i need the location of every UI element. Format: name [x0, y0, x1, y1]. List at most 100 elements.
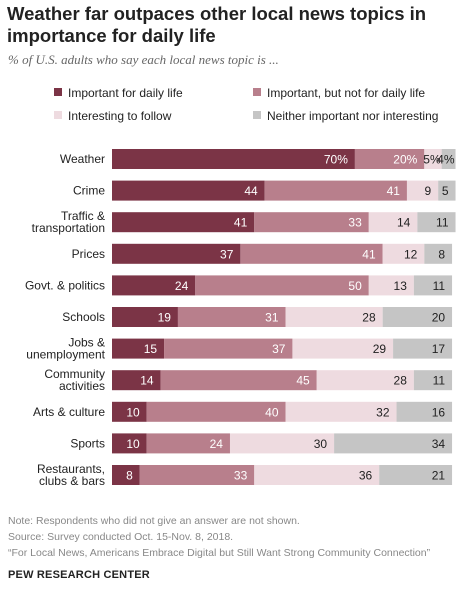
data-label: 14 [140, 374, 154, 388]
data-label: 24 [210, 437, 224, 451]
bar-segment [368, 275, 414, 296]
bar-segment [112, 212, 255, 233]
data-label: 29 [373, 342, 387, 356]
data-label: 70% [324, 153, 348, 167]
legend-swatch [54, 111, 62, 119]
bar-segment [229, 433, 335, 454]
data-label: 11 [433, 279, 446, 293]
data-label: 40 [265, 405, 279, 419]
legend-label: Interesting to follow [68, 109, 172, 123]
bar-segment [417, 212, 456, 233]
legend-swatch [253, 111, 261, 119]
bar-segment [382, 243, 425, 264]
data-label: 21 [432, 469, 446, 483]
category-label: Traffic & transportation [32, 209, 105, 235]
bar-segment [354, 149, 425, 169]
category-label: Restaurants, clubs & bars [37, 462, 105, 488]
footer-report-title: “For Local News, Americans Embrace Digit… [8, 547, 431, 559]
bar-segment [146, 433, 230, 454]
footer-source: Source: Survey conducted Oct. 15-Nov. 8,… [8, 531, 234, 543]
data-label: 37 [220, 247, 234, 261]
data-label: 8 [126, 469, 133, 483]
bar-segment [316, 370, 414, 391]
bar-segment [112, 465, 140, 485]
legend-item-important-daily: Important for daily life [54, 86, 183, 100]
data-label: 15 [144, 342, 158, 356]
category-label: Sports [70, 436, 105, 450]
data-label: 34 [432, 437, 446, 451]
bar-segment [112, 370, 161, 391]
bar-segment [424, 149, 442, 169]
category-label: Arts & culture [33, 405, 105, 419]
bar-segment [112, 180, 265, 201]
bar-segment [368, 212, 418, 233]
data-label: 24 [175, 279, 189, 293]
category-label: Community activities [44, 367, 105, 393]
bar-segment [112, 338, 165, 359]
data-label: 10 [126, 405, 140, 419]
bar-segment [413, 275, 453, 296]
data-label: 17 [432, 342, 446, 356]
bar-segment [112, 401, 147, 422]
legend-item-neither: Neither important nor interesting [253, 109, 438, 123]
bar-segment [264, 180, 407, 201]
data-label: 14 [397, 216, 411, 230]
data-label: 12 [404, 247, 418, 261]
data-label: 50 [348, 279, 362, 293]
bar-segment [396, 401, 453, 422]
legend-swatch [54, 88, 62, 96]
bar-segment [334, 433, 453, 454]
data-label: 28 [394, 374, 408, 388]
data-label: 16 [432, 405, 446, 419]
data-label: 4% [437, 153, 455, 167]
data-label: 13 [394, 279, 408, 293]
data-label: 20 [432, 311, 446, 325]
category-label: Schools [62, 310, 105, 324]
data-label: 44 [244, 184, 258, 198]
data-label: 33 [348, 216, 362, 230]
category-label: Jobs & unemployment [26, 336, 105, 362]
bar-segment [254, 212, 369, 233]
bar-segment [146, 401, 286, 422]
chart-title: Weather far outpaces other local news to… [7, 3, 427, 46]
category-label: Crime [73, 184, 105, 198]
data-label: 10 [126, 437, 140, 451]
bar-segment [112, 433, 147, 454]
data-label: 5 [442, 184, 449, 198]
data-label: 32 [376, 405, 390, 419]
bar-segment [379, 465, 453, 485]
bar-segment [438, 180, 456, 201]
legend-item-interesting: Interesting to follow [54, 109, 171, 123]
legend-swatch [253, 88, 261, 96]
bar-segment [292, 338, 394, 359]
legend-label: Neither important nor interesting [267, 109, 439, 123]
legend-label: Important for daily life [68, 86, 183, 100]
bar-segment [393, 338, 453, 359]
brand-name: PEW RESEARCH CENTER [8, 569, 150, 581]
data-label: 45 [296, 374, 310, 388]
bar-segment [139, 465, 255, 485]
footer-note: Note: Respondents who did not give an an… [8, 515, 300, 527]
legend-item-important-not-daily: Important, but not for daily life [253, 86, 425, 100]
bar-segment [164, 338, 293, 359]
bar-segment [112, 307, 178, 327]
bar-segment [285, 307, 383, 327]
bar-segment [285, 401, 397, 422]
chart-subtitle: % of U.S. adults who say each local news… [8, 52, 279, 67]
bar-segment [406, 180, 439, 201]
bar-segment [112, 275, 196, 296]
category-label: Prices [72, 247, 105, 261]
bar-segment [424, 243, 453, 264]
data-label: 30 [314, 437, 328, 451]
data-label: 9 [424, 184, 431, 198]
data-label: 28 [362, 311, 376, 325]
data-label: 19 [158, 311, 172, 325]
bar-segment [195, 275, 369, 296]
data-label: 5% [423, 153, 441, 167]
bar-segment [254, 465, 380, 485]
bar-segment [112, 149, 355, 169]
data-label: 41 [387, 184, 401, 198]
bar-segment [112, 243, 241, 264]
data-label: 11 [436, 216, 449, 230]
legend-label: Important, but not for daily life [267, 86, 426, 100]
